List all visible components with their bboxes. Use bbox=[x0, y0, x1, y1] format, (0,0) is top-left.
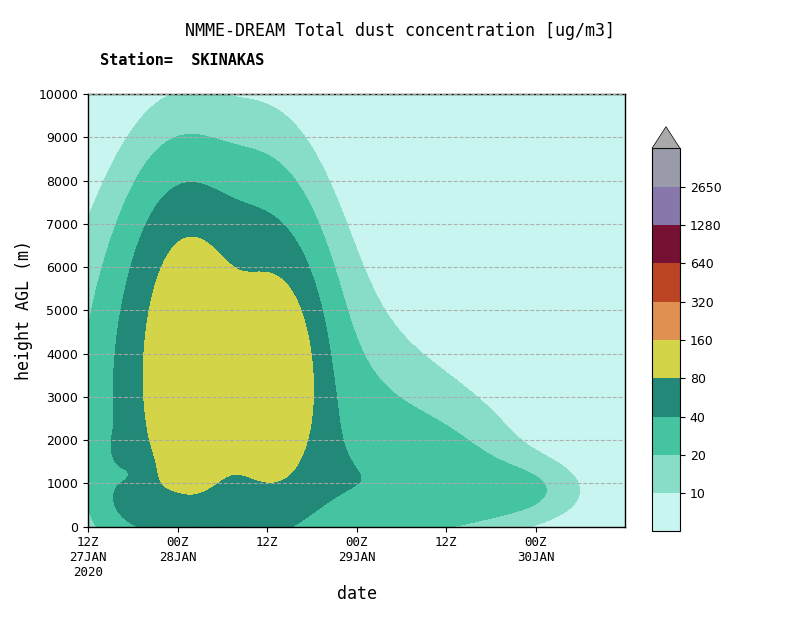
X-axis label: date: date bbox=[337, 585, 377, 603]
Y-axis label: height AGL (m): height AGL (m) bbox=[15, 240, 33, 381]
Text: Station=  SKINAKAS: Station= SKINAKAS bbox=[100, 53, 264, 67]
Text: NMME-DREAM Total dust concentration [ug/m3]: NMME-DREAM Total dust concentration [ug/… bbox=[185, 22, 615, 40]
